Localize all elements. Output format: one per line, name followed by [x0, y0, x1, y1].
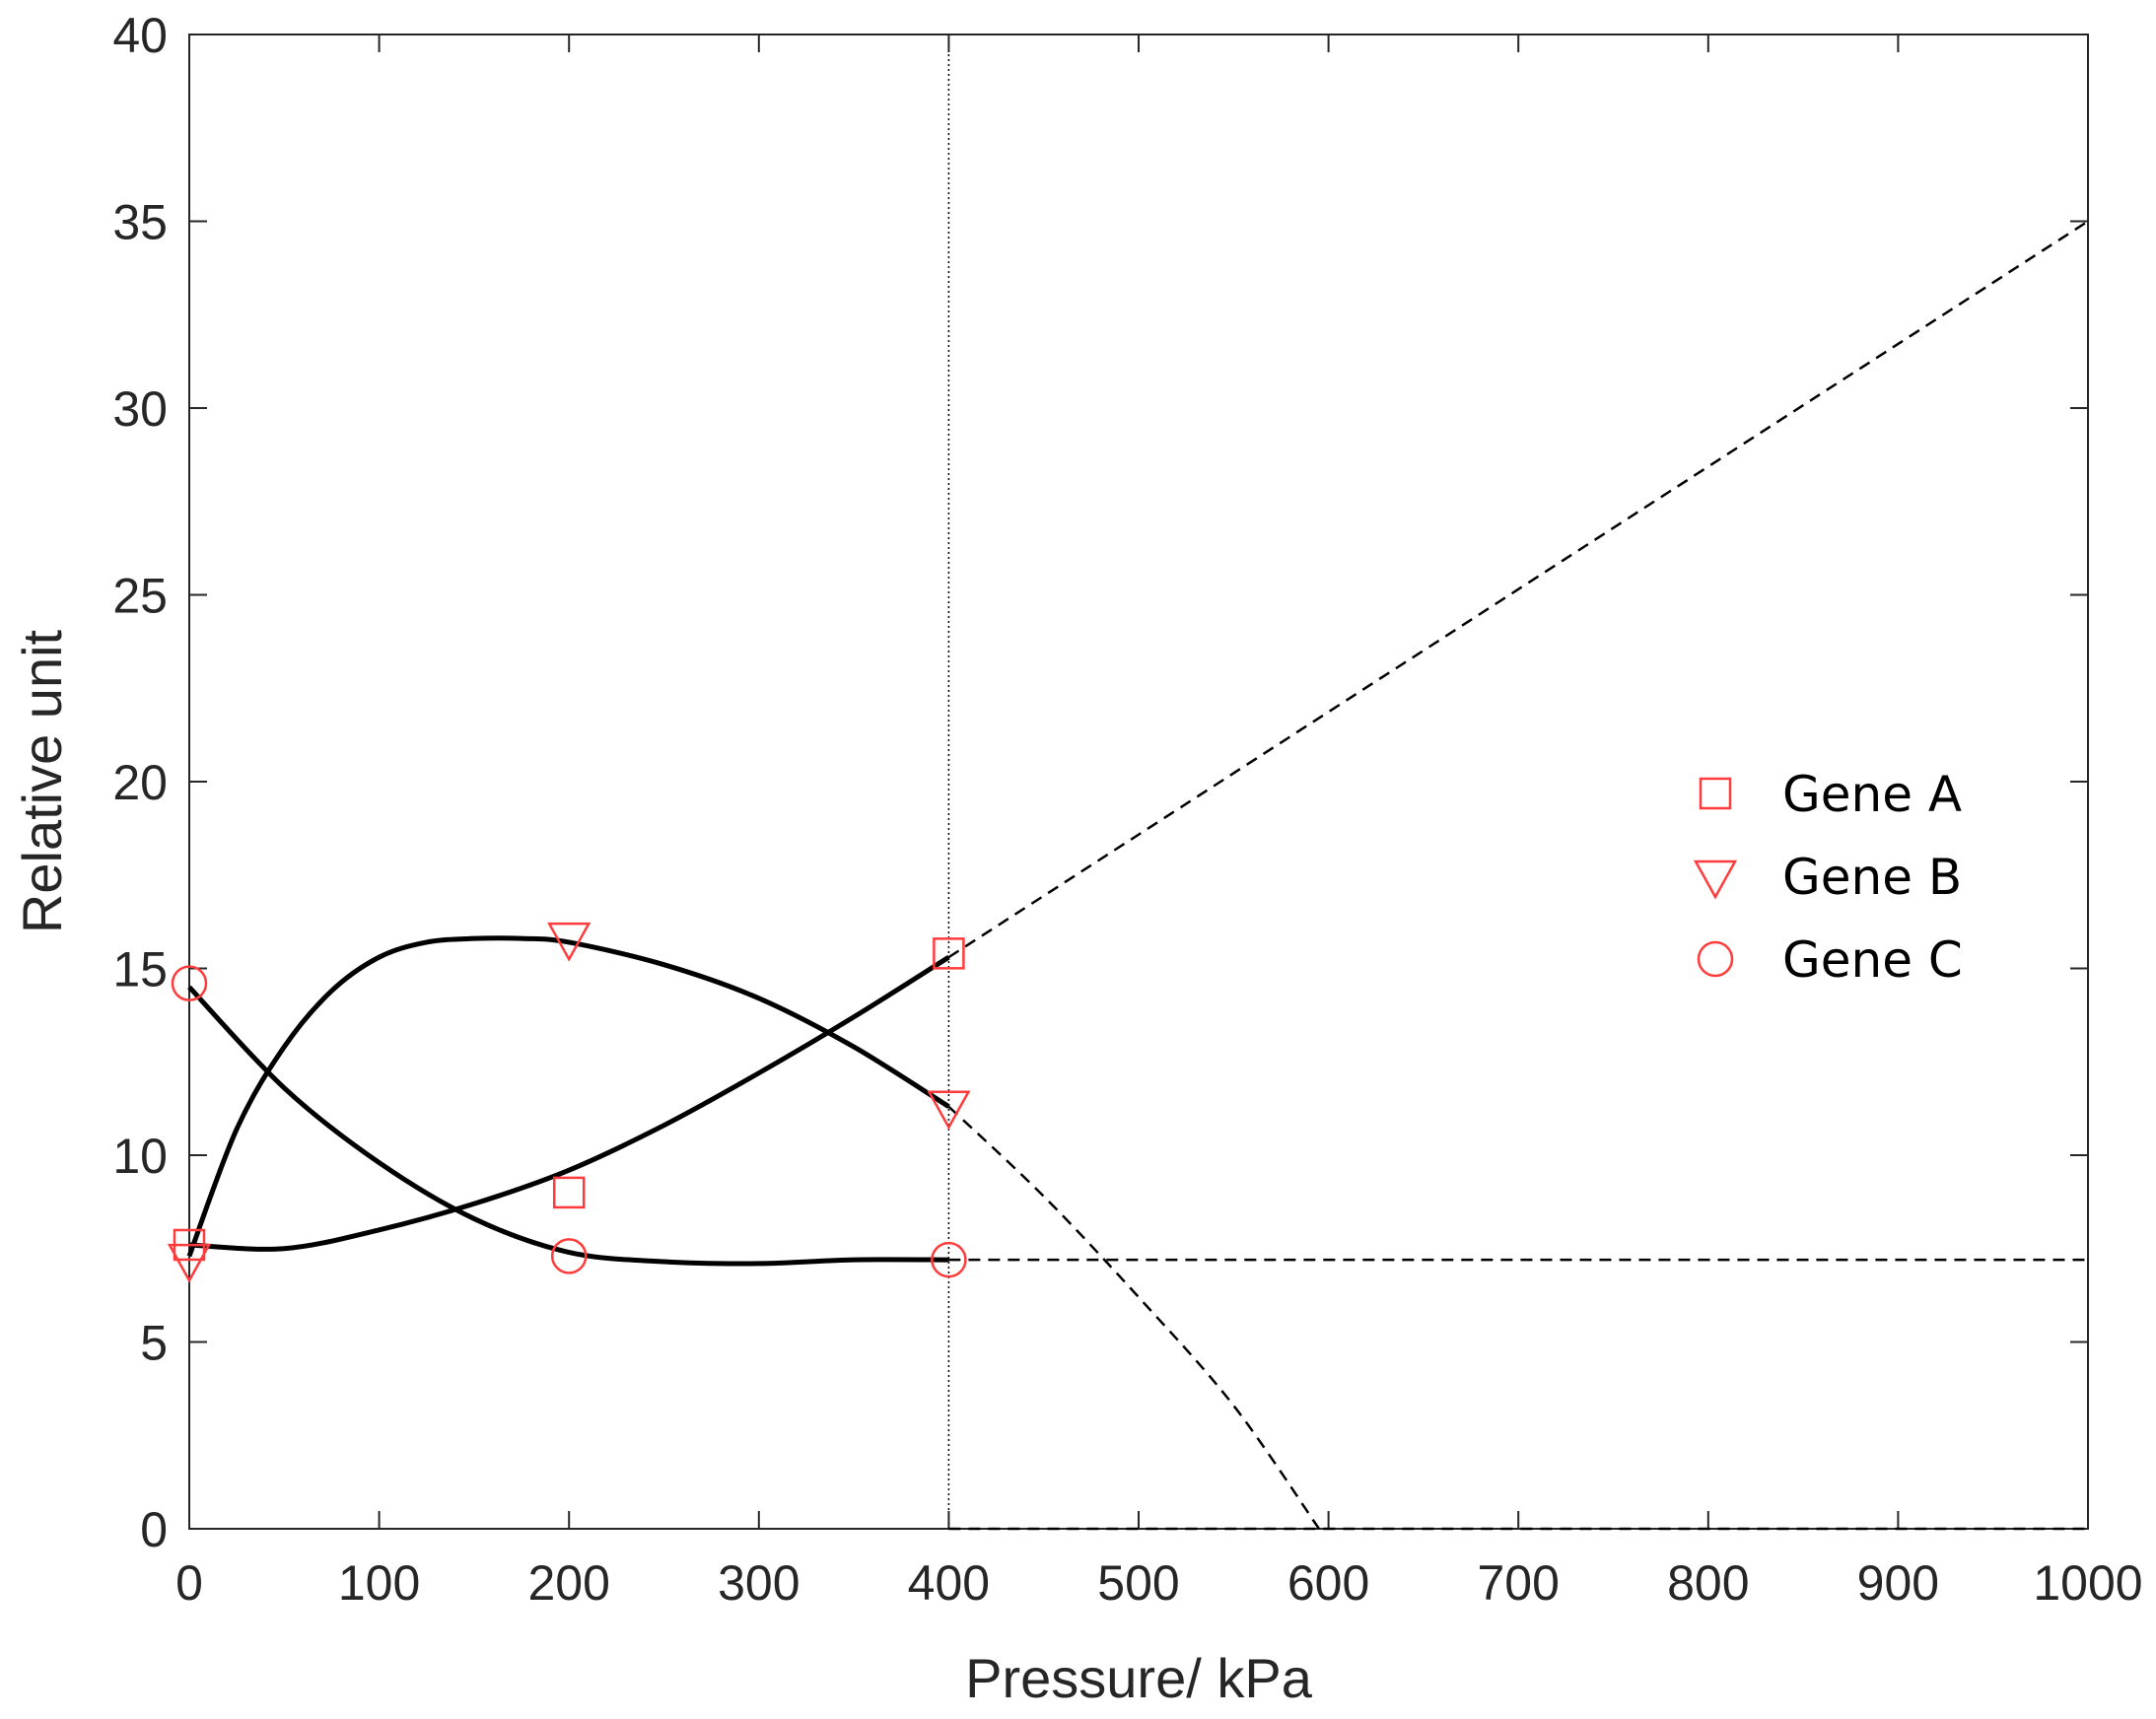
x-tick-label: 700 — [1477, 1555, 1559, 1611]
x-tick-label: 600 — [1287, 1555, 1369, 1611]
y-axis-title: Relative unit — [11, 629, 73, 933]
y-tick-label: 0 — [140, 1502, 168, 1557]
gene-b-fit-curve — [186, 935, 950, 1258]
legend-marker-gene-b — [1693, 860, 1738, 900]
gene-a-data-point — [552, 1176, 586, 1209]
x-tick-label: 200 — [527, 1555, 609, 1611]
y-tick-label: 5 — [140, 1316, 168, 1371]
legend-label-gene-b: Gene B — [1782, 849, 1962, 906]
gene-b-data-point — [927, 1090, 971, 1131]
gene-c-data-point — [550, 1238, 588, 1274]
x-tick-label: 100 — [338, 1555, 420, 1611]
y-tick-label: 20 — [112, 755, 168, 810]
y-tick-label: 15 — [112, 942, 168, 997]
x-tick-label: 1000 — [2033, 1555, 2142, 1611]
x-tick-label: 400 — [908, 1555, 990, 1611]
legend-label-gene-c: Gene C — [1782, 931, 1963, 989]
x-tick-label: 300 — [718, 1555, 800, 1611]
y-tick-label: 10 — [112, 1129, 168, 1184]
y-tick-label: 30 — [112, 381, 168, 437]
y-tick-label: 40 — [112, 8, 168, 63]
x-tick-label: 900 — [1857, 1555, 1939, 1611]
x-tick-label: 800 — [1667, 1555, 1749, 1611]
series-lines — [186, 220, 2089, 1531]
gene-b-extrapolation-line — [947, 1105, 1320, 1530]
gene-b-data-point — [547, 922, 591, 962]
gene-a-data-point — [933, 937, 965, 970]
legend-marker-gene-c — [1697, 940, 1734, 978]
series-markers — [167, 922, 971, 1283]
x-tick-label: 0 — [175, 1555, 203, 1611]
legend-label-gene-a: Gene A — [1782, 766, 1962, 823]
y-tick-label: 25 — [112, 569, 168, 624]
y-axis-ticks: 0 5 10 15 20 25 30 35 40 — [112, 8, 2088, 1557]
x-axis-title: Pressure/ kPa — [965, 1647, 1313, 1709]
gene-c-data-point — [171, 965, 208, 1001]
legend-marker-gene-a — [1699, 777, 1732, 810]
x-axis-ticks: 0 100 200 300 400 500 600 700 800 900 1000 — [175, 34, 2143, 1611]
y-tick-label: 35 — [112, 195, 168, 250]
gene-c-data-point — [931, 1241, 967, 1278]
gene-a-extrapolation-line — [947, 220, 2089, 959]
x-tick-label: 500 — [1097, 1555, 1179, 1611]
gene-b-data-point — [167, 1243, 212, 1283]
legend: Gene A Gene B Gene C — [1693, 766, 1963, 989]
gene-c-fit-curve — [187, 985, 949, 1267]
